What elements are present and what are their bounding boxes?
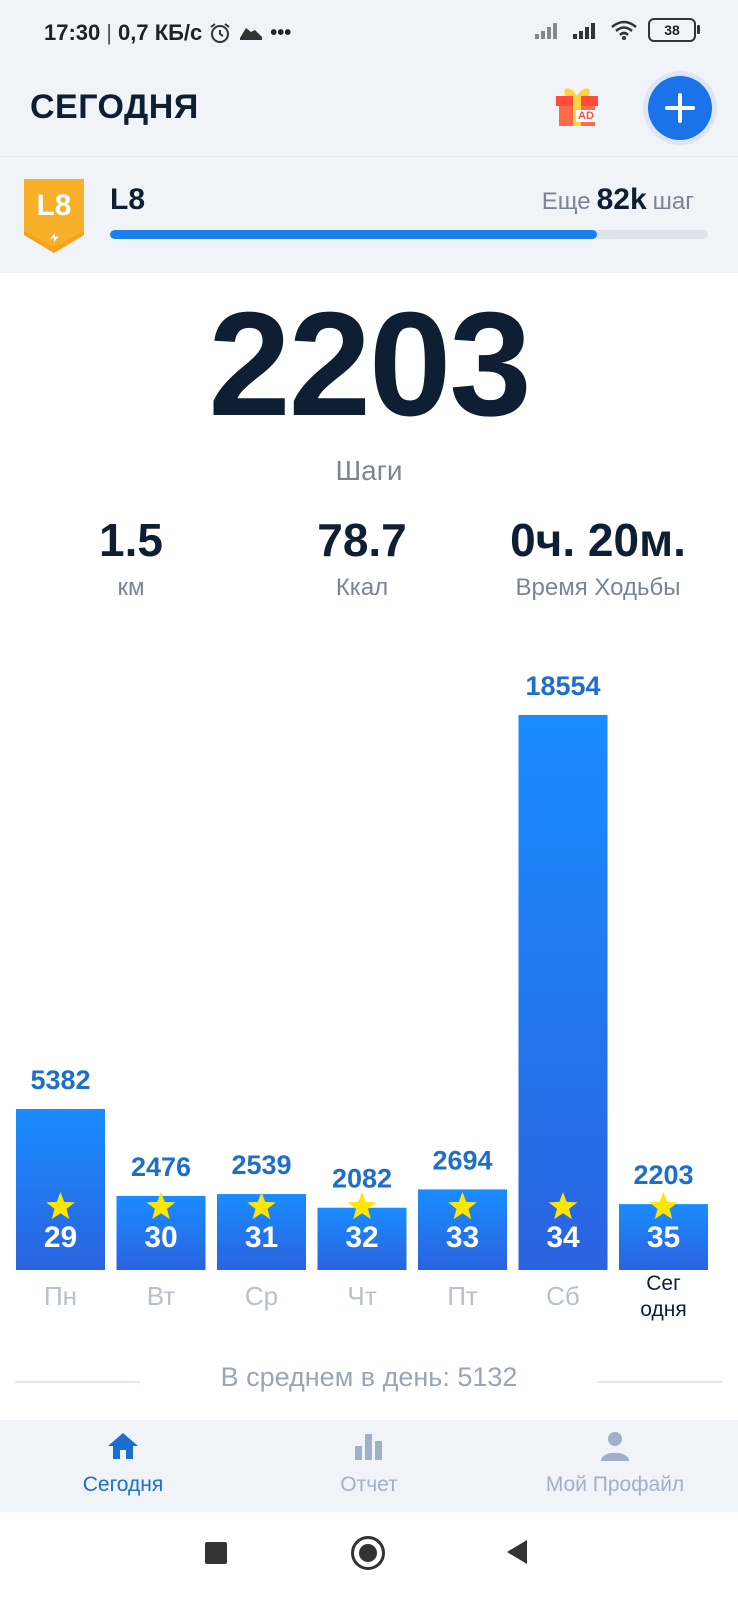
bottom-nav: Сегодня Отчет Мой Профайл bbox=[0, 1420, 738, 1512]
level-progress-bar bbox=[110, 230, 708, 239]
person-icon bbox=[601, 1432, 629, 1461]
app-header: СЕГОДНЯ AD bbox=[0, 64, 738, 156]
average-divider-left bbox=[15, 1381, 140, 1383]
nav-report-label: Отчет bbox=[340, 1473, 398, 1496]
signal-icon-2 bbox=[573, 23, 595, 39]
status-separator: | bbox=[106, 20, 112, 45]
stat-walk-time: 0ч. 20м. Время Ходьбы bbox=[473, 512, 723, 602]
steps-count: 2203 bbox=[208, 282, 531, 447]
star-icon bbox=[649, 1192, 678, 1220]
level-badge: L8 bbox=[18, 175, 90, 257]
stat-walk-time-label: Время Ходьбы bbox=[515, 574, 681, 601]
nav-today-label: Сегодня bbox=[82, 1473, 164, 1496]
bar-day-badge: 32 bbox=[345, 1221, 378, 1254]
category-label: Сб bbox=[546, 1281, 580, 1311]
nav-profile[interactable]: Мой Профайл bbox=[492, 1430, 738, 1497]
remain-value: 82k bbox=[596, 183, 647, 216]
stat-distance-label: км bbox=[117, 574, 145, 601]
status-right: 38 bbox=[534, 18, 700, 42]
star-icon bbox=[146, 1192, 176, 1220]
category-label: одня bbox=[640, 1298, 686, 1321]
level-bar[interactable]: L8 L8 Еще 82k шаг bbox=[0, 156, 738, 273]
steps-label: Шаги bbox=[335, 455, 403, 486]
status-bar: 17:30 | 0,7 КБ/с ••• 38 bbox=[0, 0, 738, 64]
bar-value-label: 2539 bbox=[231, 1150, 291, 1180]
bar-3[interactable] bbox=[317, 1207, 407, 1270]
level-name: L8 bbox=[110, 183, 146, 216]
category-label: Ср bbox=[245, 1281, 278, 1311]
level-progress-fill bbox=[110, 230, 598, 239]
bar-value-label: 18554 bbox=[525, 671, 600, 701]
average-divider-right bbox=[597, 1381, 722, 1383]
status-speed: 0,7 КБ/с bbox=[118, 20, 203, 45]
weekly-steps-chart: 5382 29 Пн 2476 30 Вт 2539 31 Ср 2082 32 Чт 2694 33 Пт… bbox=[16, 671, 708, 1321]
status-time: 17:30 bbox=[44, 20, 101, 45]
bar-value-label: 2082 bbox=[332, 1164, 392, 1194]
bar-day-badge: 30 bbox=[144, 1221, 177, 1254]
nav-today[interactable]: Сегодня bbox=[0, 1430, 246, 1497]
plus-icon bbox=[665, 93, 695, 123]
ad-badge: AD bbox=[576, 110, 596, 122]
star-icon bbox=[347, 1192, 377, 1220]
daily-average: В среднем в день: 5132 bbox=[220, 1362, 518, 1392]
bar-6[interactable] bbox=[619, 1204, 708, 1270]
battery-indicator: 38 bbox=[648, 18, 700, 42]
wifi-icon bbox=[611, 20, 637, 40]
stat-distance: 1.5 км bbox=[11, 512, 251, 602]
level-badge-icon bbox=[24, 179, 84, 253]
category-label: Пн bbox=[44, 1281, 77, 1311]
gift-ad-button[interactable]: AD bbox=[552, 80, 604, 130]
bar-value-label: 2203 bbox=[633, 1160, 693, 1190]
level-badge-text: L8 bbox=[36, 189, 72, 222]
stat-calories-value: 78.7 bbox=[317, 514, 407, 566]
bar-value-label: 5382 bbox=[30, 1065, 90, 1095]
nav-profile-label: Мой Профайл bbox=[545, 1473, 685, 1496]
bar-day-badge: 31 bbox=[245, 1221, 278, 1254]
status-left: 17:30 | 0,7 КБ/с ••• bbox=[44, 20, 291, 46]
star-icon bbox=[247, 1192, 276, 1220]
stat-distance-value: 1.5 bbox=[99, 514, 163, 566]
star-icon bbox=[46, 1192, 75, 1220]
bar-day-badge: 34 bbox=[546, 1221, 580, 1254]
stat-walk-time-value: 0ч. 20м. bbox=[510, 514, 686, 566]
back-button[interactable] bbox=[505, 1539, 529, 1565]
bar-value-label: 2476 bbox=[131, 1152, 191, 1182]
bar-day-badge: 35 bbox=[647, 1221, 680, 1254]
star-icon bbox=[548, 1192, 578, 1220]
remain-suffix: шаг bbox=[652, 188, 694, 215]
signal-icon bbox=[535, 23, 557, 39]
bar-day-badge: 29 bbox=[44, 1221, 77, 1254]
category-label: Чт bbox=[347, 1281, 376, 1311]
add-button[interactable] bbox=[648, 76, 712, 140]
category-label: Сег bbox=[646, 1272, 681, 1295]
nav-report[interactable]: Отчет bbox=[246, 1430, 492, 1497]
star-icon bbox=[448, 1192, 477, 1220]
system-nav-bar bbox=[0, 1512, 738, 1599]
level-remaining: Еще 82k шаг bbox=[542, 183, 694, 217]
bar-chart-icon bbox=[355, 1434, 382, 1460]
more-icon: ••• bbox=[270, 21, 292, 44]
stat-calories-label: Ккал bbox=[335, 574, 389, 601]
category-label: Пт bbox=[447, 1281, 478, 1311]
remain-prefix: Еще bbox=[541, 188, 591, 215]
bar-0[interactable] bbox=[16, 1109, 105, 1270]
home-icon bbox=[108, 1433, 138, 1459]
shoe-icon bbox=[240, 28, 263, 40]
page-title: СЕГОДНЯ bbox=[30, 88, 199, 126]
home-system-button[interactable] bbox=[351, 1536, 385, 1570]
alarm-icon bbox=[210, 23, 230, 43]
category-label: Вт bbox=[147, 1281, 175, 1311]
bar-value-label: 2694 bbox=[432, 1145, 492, 1175]
stat-calories: 78.7 Ккал bbox=[242, 512, 482, 602]
gift-icon bbox=[556, 88, 598, 126]
bar-5[interactable] bbox=[518, 715, 608, 1270]
recent-apps-button[interactable] bbox=[205, 1542, 227, 1564]
bar-day-badge: 33 bbox=[446, 1221, 479, 1254]
